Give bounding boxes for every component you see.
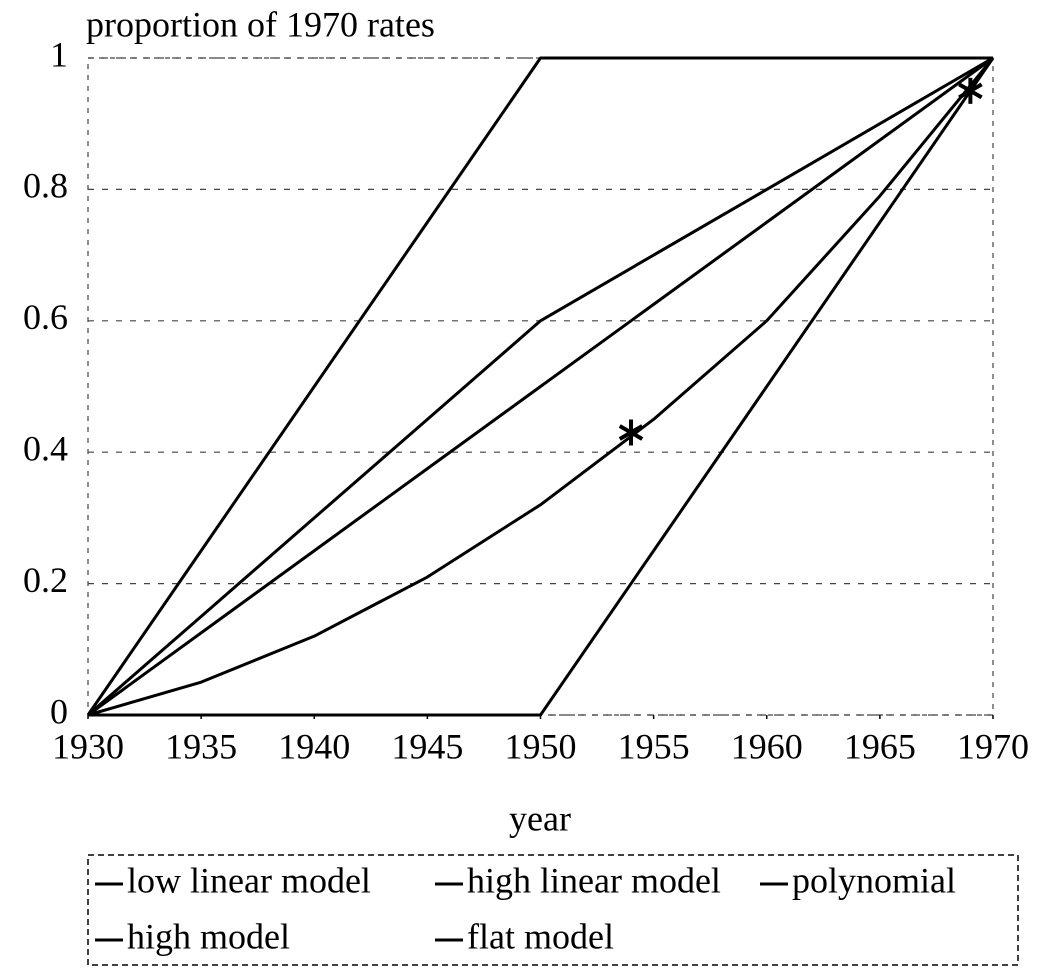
x-tick-label: 1945	[391, 726, 463, 766]
legend-box	[87, 854, 1019, 966]
x-tick-label: 1965	[844, 726, 916, 766]
y-tick-label: 1	[50, 34, 68, 74]
legend-label: high linear model	[467, 860, 721, 900]
legend-label: low linear model	[127, 860, 371, 900]
series-line	[87, 57, 995, 717]
y-tick-label: 0.6	[23, 297, 68, 337]
series-line	[86, 56, 993, 716]
x-tick-label: 1940	[278, 726, 350, 766]
series-line	[88, 57, 995, 717]
asterisk-marker	[618, 419, 644, 446]
legend-label: high model	[127, 916, 290, 956]
y-tick-label: 0.4	[23, 428, 68, 468]
asterisk-stroke	[618, 424, 644, 441]
x-tick-label: 1955	[618, 726, 690, 766]
legend-label: flat model	[467, 916, 614, 956]
y-axis-title: proportion of 1970 rates	[86, 4, 435, 44]
series-line	[87, 56, 994, 717]
series-line	[87, 56, 994, 717]
y-tick-label: 0.2	[23, 560, 68, 600]
asterisk-marker	[958, 77, 983, 104]
x-axis-title: year	[509, 798, 571, 838]
x-tick-label: 1960	[731, 726, 803, 766]
x-tick-label: 1935	[165, 726, 237, 766]
asterisk-stroke	[958, 82, 983, 100]
x-tick-label: 1950	[505, 726, 577, 766]
y-tick-label: 0	[50, 691, 68, 731]
x-tick-label: 1970	[957, 726, 1029, 766]
y-tick-label: 0.8	[23, 166, 68, 206]
x-tick-label: 1930	[52, 726, 124, 766]
legend-label: polynomial	[792, 860, 956, 900]
